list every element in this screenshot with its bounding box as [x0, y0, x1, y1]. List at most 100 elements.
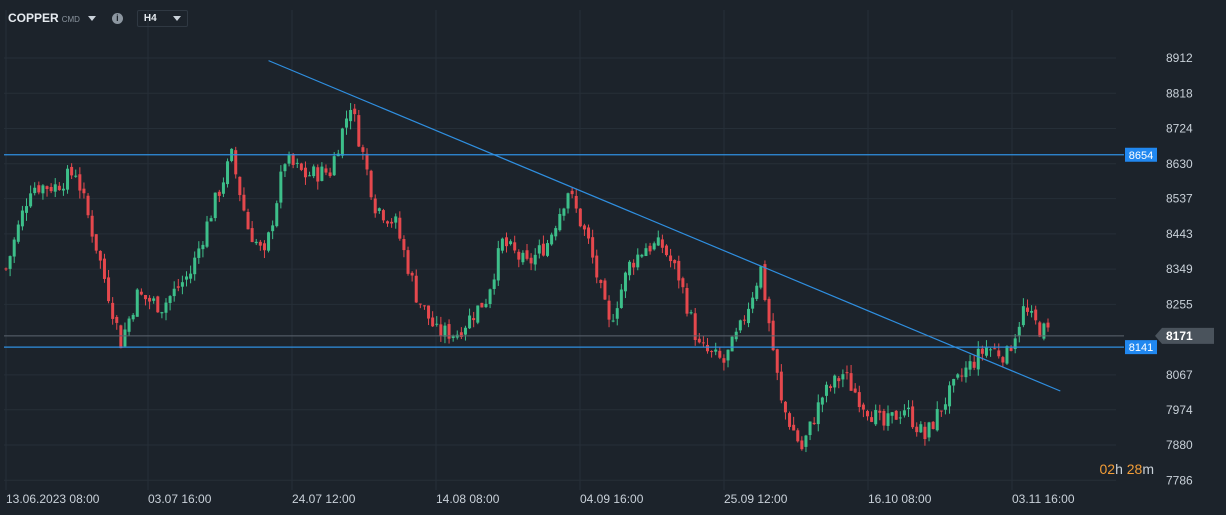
candle-body: [439, 324, 443, 337]
candle-body: [353, 108, 357, 115]
candle-body: [841, 374, 845, 380]
candle-body: [143, 294, 147, 300]
candle-body: [755, 285, 759, 299]
countdown-hours-unit: h: [1115, 461, 1123, 477]
candle-body: [1005, 346, 1009, 364]
x-tick-label: 25.09 12:00: [724, 492, 788, 506]
y-tick-label: 7786: [1166, 473, 1193, 487]
candle-body: [386, 221, 390, 224]
candle-body: [644, 248, 648, 257]
candle-body: [287, 154, 291, 164]
candle-body: [751, 297, 755, 309]
candle-body: [636, 254, 640, 268]
candle-body: [476, 305, 480, 323]
candle-body: [340, 128, 344, 156]
candle-body: [115, 316, 119, 323]
candle-body: [29, 193, 33, 207]
candle-body: [984, 347, 988, 356]
candle-body: [1042, 323, 1046, 339]
candle-body: [574, 195, 578, 209]
candle-body: [537, 245, 541, 254]
y-tick-label: 8818: [1166, 86, 1193, 100]
candle-body: [463, 327, 467, 335]
timeframe-dropdown-icon: [172, 15, 181, 21]
candle-body: [792, 424, 796, 431]
candle-body: [948, 385, 952, 407]
candle-body: [394, 216, 398, 223]
candle-body: [168, 296, 172, 303]
timeframe-select[interactable]: H4: [136, 9, 188, 27]
level-badge-label: 8141: [1129, 342, 1153, 354]
candle-body: [562, 208, 566, 216]
candle-body: [90, 215, 94, 237]
current-price-label: 8171: [1166, 329, 1193, 343]
candle-body: [123, 329, 127, 347]
candle-body: [156, 296, 160, 313]
x-tick-label: 03.07 16:00: [148, 492, 212, 506]
candle-body: [78, 174, 82, 191]
candle-body: [693, 313, 697, 340]
level-badge: [1125, 147, 1157, 162]
candle-body: [484, 303, 488, 308]
candle-body: [53, 184, 57, 192]
candle-body: [492, 279, 496, 289]
info-icon[interactable]: i: [111, 12, 123, 24]
candle-body: [865, 411, 869, 417]
candle-body: [262, 243, 266, 251]
candle-body: [550, 234, 554, 245]
x-tick-label: 03.11 16:00: [1012, 492, 1075, 506]
candle-body: [357, 115, 361, 147]
candle-body: [135, 289, 139, 317]
x-tick-label: 13.06.2023 08:00: [6, 492, 100, 506]
candle-body: [673, 260, 677, 264]
candle-body: [849, 373, 853, 391]
candle-body: [931, 421, 935, 429]
candle-body: [189, 273, 193, 279]
candle-body: [279, 171, 283, 203]
candle-body: [927, 422, 931, 438]
candle-body: [102, 258, 106, 279]
candle-body: [217, 191, 221, 196]
candle-body: [127, 318, 131, 332]
candle-body: [16, 224, 20, 242]
candle-body: [119, 325, 123, 349]
y-tick-label: 8912: [1166, 51, 1193, 65]
candle-body: [70, 166, 74, 176]
candle-body: [316, 167, 320, 182]
candle-body: [20, 210, 24, 227]
candle-body: [960, 375, 964, 377]
y-tick-label: 7880: [1166, 438, 1193, 452]
candle-body: [176, 286, 180, 288]
y-tick-label: 8255: [1166, 297, 1193, 311]
candle-body: [558, 214, 562, 231]
candle-body: [33, 187, 37, 194]
candle-body: [94, 234, 98, 251]
candle-body: [447, 324, 451, 339]
symbol-name[interactable]: COPPER: [8, 11, 59, 25]
candle-body: [759, 266, 763, 288]
x-tick-label: 24.07 12:00: [292, 492, 356, 506]
candle-body: [377, 208, 381, 211]
candle-body: [1034, 309, 1038, 321]
trend-line[interactable]: [268, 60, 1061, 392]
candle-body: [541, 243, 545, 256]
candle-body: [939, 410, 943, 412]
candle-body: [398, 217, 402, 239]
y-axis: 8912 8818 8724 8630 8537 8443 8349 8255 8067 7974…: [1166, 51, 1193, 487]
candle-body: [652, 243, 656, 250]
candle-body: [656, 237, 660, 246]
candle-body: [775, 349, 779, 373]
candle-body: [701, 342, 705, 344]
candle-body: [1017, 326, 1021, 337]
candle-body: [952, 378, 956, 386]
candle-body: [201, 244, 205, 250]
candle-body: [615, 308, 619, 319]
symbol-dropdown-icon[interactable]: [87, 15, 96, 21]
timeframe-value: H4: [143, 12, 157, 24]
level-lines[interactable]: [4, 60, 1124, 392]
candle-body: [833, 375, 837, 388]
candle-body: [997, 350, 1001, 357]
candle-body: [41, 185, 45, 194]
candle-body: [521, 252, 525, 263]
